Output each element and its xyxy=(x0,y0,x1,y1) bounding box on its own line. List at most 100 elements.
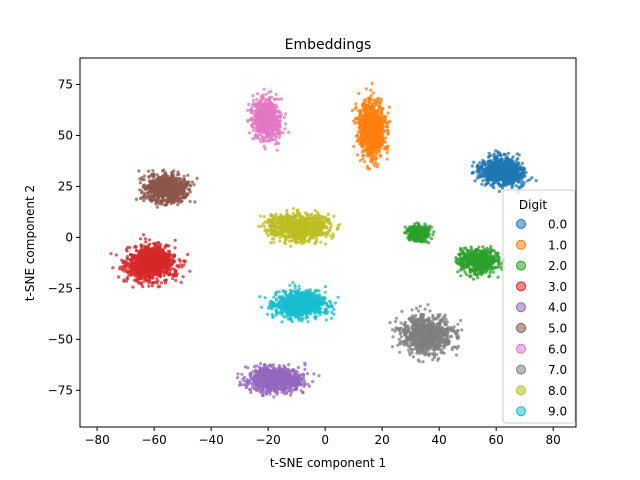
point xyxy=(152,251,156,255)
point xyxy=(482,247,486,252)
point xyxy=(377,96,381,100)
point xyxy=(300,379,304,383)
point xyxy=(483,183,487,187)
point xyxy=(534,179,538,183)
point xyxy=(480,162,484,166)
point xyxy=(457,252,461,256)
point xyxy=(240,372,244,376)
point xyxy=(520,182,524,186)
point xyxy=(147,284,151,288)
point xyxy=(292,371,296,375)
point xyxy=(413,222,417,226)
point xyxy=(136,279,140,283)
point xyxy=(159,281,164,285)
point xyxy=(429,236,434,241)
point xyxy=(366,130,370,134)
point xyxy=(296,365,300,370)
point xyxy=(431,233,435,237)
point xyxy=(256,386,260,390)
point xyxy=(182,174,186,178)
point xyxy=(263,390,267,394)
point xyxy=(520,161,524,165)
point xyxy=(253,375,257,379)
point xyxy=(264,371,268,375)
point xyxy=(468,259,473,263)
point xyxy=(286,369,290,373)
point xyxy=(174,278,178,282)
point xyxy=(144,195,148,199)
point xyxy=(122,279,126,283)
point xyxy=(382,114,386,118)
point xyxy=(461,252,465,256)
point xyxy=(494,156,498,160)
point xyxy=(142,244,146,248)
point xyxy=(167,249,171,253)
point xyxy=(143,253,147,257)
point xyxy=(509,161,513,165)
point xyxy=(488,271,492,275)
point xyxy=(486,250,490,254)
point xyxy=(414,231,418,235)
point xyxy=(157,253,161,257)
point xyxy=(174,269,178,273)
point xyxy=(124,260,128,264)
point xyxy=(471,277,476,281)
point xyxy=(269,373,273,377)
point xyxy=(311,380,315,384)
point xyxy=(478,263,482,267)
point xyxy=(288,393,293,397)
point xyxy=(125,249,129,253)
point xyxy=(138,250,142,254)
point xyxy=(146,271,150,275)
point xyxy=(376,147,380,151)
point xyxy=(279,367,283,371)
point xyxy=(293,375,297,380)
point xyxy=(488,165,492,170)
point xyxy=(364,123,368,127)
point xyxy=(358,120,362,124)
point xyxy=(456,270,460,274)
point xyxy=(482,257,487,261)
series-0.0 xyxy=(470,149,538,194)
point xyxy=(484,172,488,176)
point xyxy=(303,363,307,367)
point xyxy=(360,144,364,148)
point xyxy=(498,262,502,266)
point xyxy=(138,277,142,281)
point xyxy=(486,263,490,267)
point xyxy=(520,171,524,175)
point xyxy=(468,256,472,260)
point xyxy=(128,245,132,249)
point xyxy=(303,382,307,387)
point xyxy=(301,391,305,395)
point xyxy=(262,384,266,388)
point xyxy=(150,254,154,258)
point xyxy=(497,167,502,172)
point xyxy=(503,182,507,186)
point xyxy=(403,225,407,229)
point xyxy=(491,167,495,172)
point xyxy=(159,255,163,259)
point xyxy=(246,366,250,370)
point xyxy=(179,263,183,267)
point xyxy=(494,149,498,153)
point xyxy=(384,145,388,149)
point xyxy=(306,382,310,386)
point xyxy=(432,230,436,234)
point xyxy=(182,263,186,267)
point xyxy=(494,161,498,165)
point xyxy=(109,252,113,256)
point xyxy=(477,175,482,179)
point xyxy=(170,262,174,266)
point xyxy=(526,179,530,183)
point xyxy=(475,255,479,259)
point xyxy=(494,253,498,257)
point xyxy=(141,285,145,289)
point xyxy=(481,168,485,172)
point xyxy=(157,241,161,245)
point xyxy=(173,238,177,242)
point xyxy=(369,160,373,164)
point xyxy=(312,372,316,376)
point xyxy=(132,257,136,261)
